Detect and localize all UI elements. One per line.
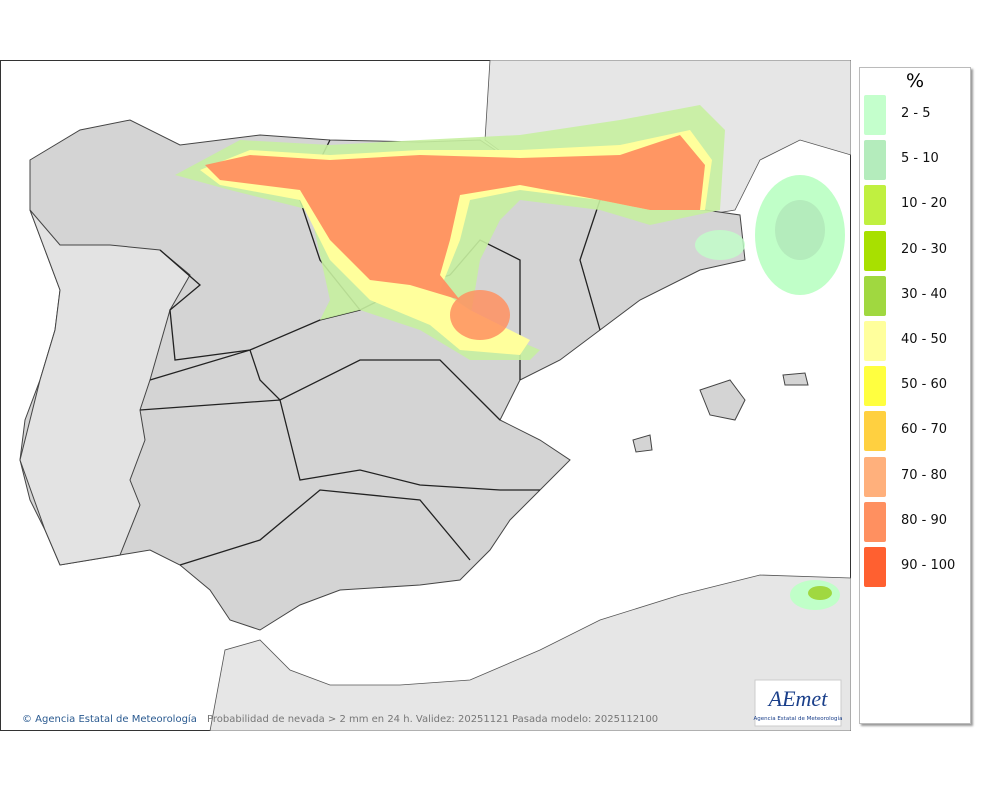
legend-item: 60 - 70 (864, 411, 970, 452)
legend-item: 40 - 50 (864, 321, 970, 361)
map: © Agencia Estatal de Meteorología Probab… (0, 60, 851, 731)
logo: AEmet (767, 686, 829, 711)
mallorca (699, 379, 746, 421)
legend-item: 20 - 30 (864, 230, 970, 271)
legend-item: 2 - 5 (864, 95, 970, 135)
logo-subtitle: Agencia Estatal de Meteorología (754, 715, 843, 722)
ibiza (632, 434, 653, 453)
legend-item: 90 - 100 (864, 547, 970, 587)
legend-label: 10 - 20 (901, 196, 948, 212)
legend-item: 70 - 80 (864, 456, 970, 497)
north-africa (209, 574, 851, 731)
legend-label: 90 - 100 (901, 558, 956, 573)
legend-title: % (905, 70, 925, 92)
legend-label: 60 - 70 (901, 422, 948, 438)
legend: % 2 - 5 5 - 10 10 - 20 20 - 30 30 - 40 40 - 5… (859, 67, 971, 724)
legend-swatch (864, 275, 886, 316)
legend-item: 80 - 90 (864, 501, 970, 542)
copyright: © Agencia Estatal de Meteorología (22, 713, 197, 725)
legend-swatch (864, 185, 886, 226)
legend-swatch (864, 321, 886, 361)
legend-label: 80 - 90 (901, 512, 948, 528)
menorca (782, 372, 809, 386)
legend-label: 40 - 50 (901, 332, 948, 347)
legend-item: 5 - 10 (864, 140, 970, 181)
legend-label: 2 - 5 (901, 106, 931, 121)
legend-label: 50 - 60 (901, 377, 948, 393)
legend-swatch (864, 456, 886, 497)
legend-swatch (864, 140, 886, 181)
legend-item: 30 - 40 (864, 275, 970, 316)
region-borders (139, 139, 601, 566)
legend-label: 30 - 40 (901, 286, 948, 302)
logo-box (754, 679, 842, 727)
legend-label: 70 - 80 (901, 467, 948, 483)
snow-probability (175, 105, 845, 610)
legend-swatch (864, 501, 886, 542)
legend-swatch (864, 547, 886, 587)
legend-item: 50 - 60 (864, 366, 970, 407)
legend-swatch (864, 411, 886, 452)
legend-swatch (864, 95, 886, 135)
legend-label: 5 - 10 (901, 151, 939, 167)
legend-item: 10 - 20 (864, 185, 970, 226)
caption: Probabilidad de nevada > 2 mm en 24 h. V… (207, 714, 658, 725)
legend-label: 20 - 30 (901, 241, 948, 257)
legend-swatch (864, 230, 886, 271)
legend-swatch (864, 366, 886, 407)
